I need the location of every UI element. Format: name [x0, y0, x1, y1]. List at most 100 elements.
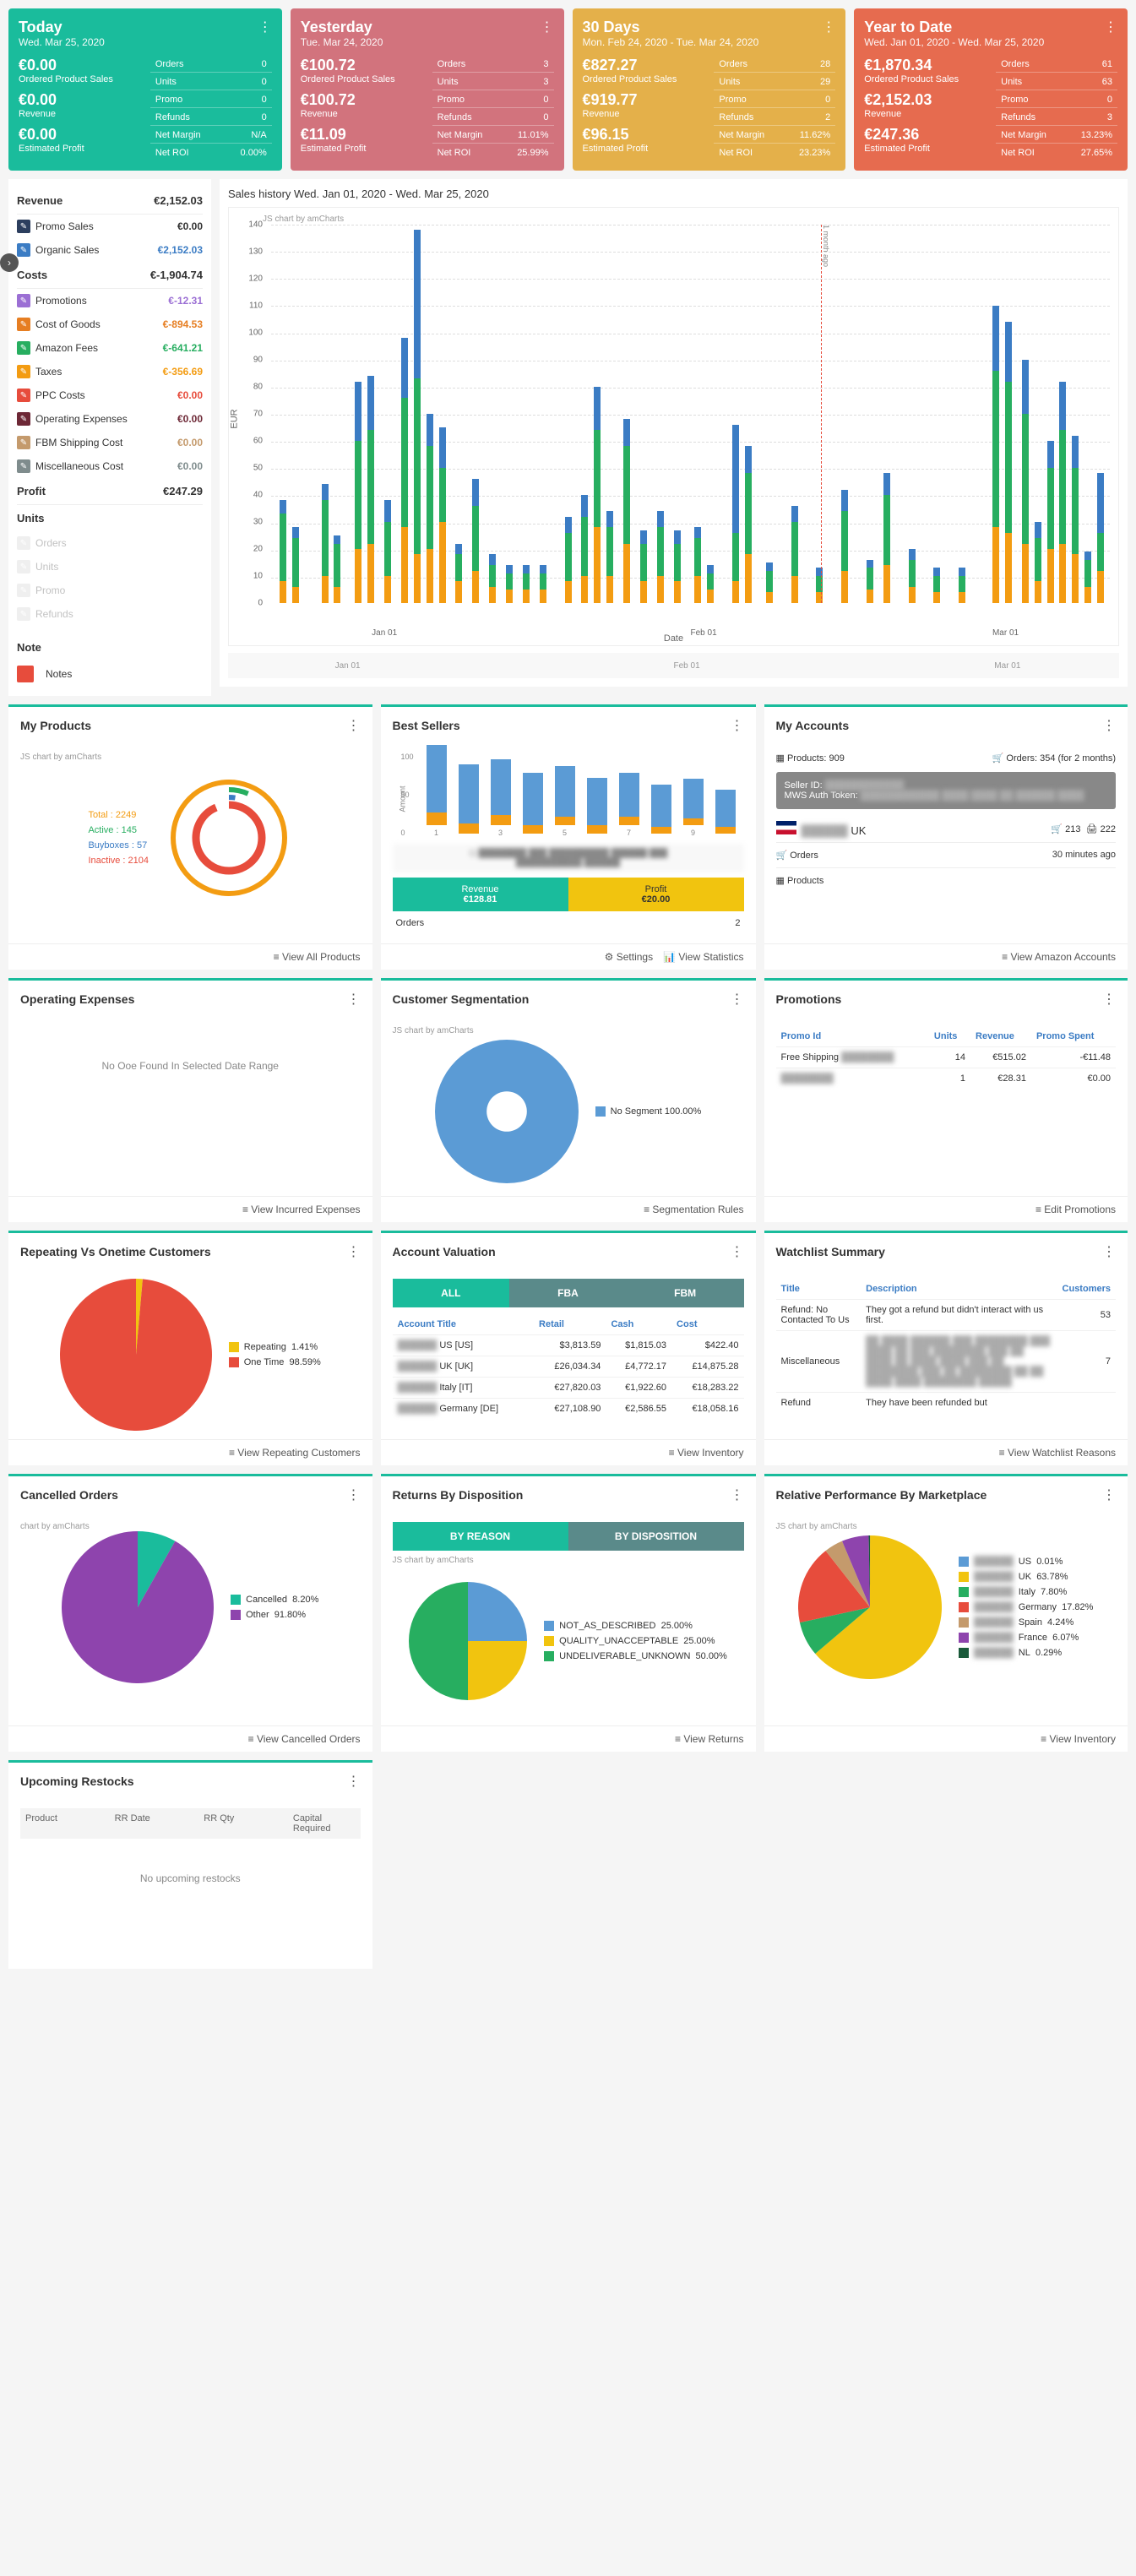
- table-row[interactable]: Free Shipping ████████14€515.02-€11.48: [776, 1047, 1117, 1068]
- promotions-table: Promo IdUnitsRevenuePromo Spent Free Shi…: [776, 1026, 1117, 1089]
- footer-link[interactable]: ≡ Segmentation Rules: [644, 1204, 743, 1215]
- legend-item: Total : 2249: [88, 810, 149, 820]
- widget: Operating Expenses⋮ No Ooe Found In Sele…: [8, 978, 372, 1222]
- units-line[interactable]: ✎Units: [17, 555, 203, 579]
- card-menu-icon[interactable]: ⋮: [822, 19, 835, 35]
- cost-line[interactable]: ✎Miscellaneous Cost€0.00: [17, 454, 203, 478]
- sidebar-toggle[interactable]: ›: [0, 253, 19, 272]
- widget-menu-icon[interactable]: ⋮: [347, 1486, 361, 1503]
- returns-tabs: BY REASONBY DISPOSITION: [393, 1522, 744, 1551]
- tab[interactable]: FBM: [627, 1279, 744, 1307]
- widget-menu-icon[interactable]: ⋮: [347, 1243, 361, 1260]
- bar-chart-area: [271, 225, 1110, 603]
- cost-line[interactable]: ✎FBM Shipping Cost€0.00: [17, 431, 203, 454]
- footer-link[interactable]: 📊 View Statistics: [663, 951, 743, 963]
- cost-line[interactable]: ✎Taxes€-356.69: [17, 360, 203, 383]
- footer-link[interactable]: ≡ View Cancelled Orders: [248, 1733, 361, 1745]
- footer-link[interactable]: ≡ View Repeating Customers: [229, 1447, 361, 1459]
- cost-line[interactable]: ✎Cost of Goods€-894.53: [17, 312, 203, 336]
- table-row[interactable]: ██████ US [US]$3,813.59$1,815.03$422.40: [393, 1335, 744, 1356]
- summary-value: €11.09: [301, 126, 422, 144]
- widget-menu-icon[interactable]: ⋮: [731, 1243, 744, 1260]
- widget-menu-icon[interactable]: ⋮: [347, 717, 361, 734]
- summary-label: Revenue: [19, 109, 140, 119]
- cost-line[interactable]: ✎Promotions€-12.31: [17, 289, 203, 312]
- widget-menu-icon[interactable]: ⋮: [347, 991, 361, 1008]
- card-menu-icon[interactable]: ⋮: [1104, 19, 1117, 35]
- widget-menu-icon[interactable]: ⋮: [347, 1773, 361, 1790]
- units-line[interactable]: ✎Orders: [17, 531, 203, 555]
- widget: Promotions⋮ Promo IdUnitsRevenuePromo Sp…: [764, 978, 1128, 1222]
- widget-title: Relative Performance By Marketplace: [776, 1488, 987, 1502]
- widget-title: My Products: [20, 719, 91, 732]
- table-row[interactable]: ████████1€28.31€0.00: [776, 1068, 1117, 1090]
- table-row[interactable]: Miscellaneous██ ████ ██████ ███ ████████…: [776, 1331, 1117, 1393]
- table-row[interactable]: ██████ UK [UK]£26,034.34£4,772.17£14,875…: [393, 1356, 744, 1378]
- empty-message: No Ooe Found In Selected Date Range: [20, 1026, 361, 1106]
- summary-stat-row: Refunds0: [432, 110, 554, 126]
- tab[interactable]: BY DISPOSITION: [568, 1522, 744, 1551]
- widget-menu-icon[interactable]: ⋮: [731, 991, 744, 1008]
- table-row[interactable]: ██████ Italy [IT]€27,820.03€1,922.60€18,…: [393, 1378, 744, 1399]
- card-menu-icon[interactable]: ⋮: [258, 19, 272, 35]
- units-line[interactable]: ✎Refunds: [17, 602, 203, 626]
- table-row[interactable]: Refund: No Contacted To UsThey got a ref…: [776, 1300, 1117, 1331]
- summary-value: €827.27: [583, 57, 704, 74]
- widget-menu-icon[interactable]: ⋮: [731, 717, 744, 734]
- footer-link[interactable]: ≡ View Inventory: [669, 1447, 744, 1459]
- revenue-line[interactable]: ✎Promo Sales€0.00: [17, 215, 203, 238]
- summary-stat-row: Orders61: [996, 57, 1117, 73]
- widget-menu-icon[interactable]: ⋮: [1102, 1243, 1116, 1260]
- footer-link[interactable]: ≡ View Amazon Accounts: [1002, 951, 1116, 963]
- summary-value: €2,152.03: [864, 91, 986, 109]
- valuation-tabs: ALLFBAFBM: [393, 1279, 744, 1307]
- cost-line[interactable]: ✎PPC Costs€0.00: [17, 383, 203, 407]
- summary-value: €0.00: [19, 126, 140, 144]
- notes-line[interactable]: Notes: [17, 660, 203, 687]
- widget-footer: ≡ View Inventory: [764, 1725, 1128, 1752]
- summary-label: Revenue: [583, 109, 704, 119]
- footer-link[interactable]: ≡ View Watchlist Reasons: [999, 1447, 1116, 1459]
- summary-stat-row: Net ROI27.65%: [996, 145, 1117, 160]
- empty-message: No upcoming restocks: [20, 1839, 361, 1918]
- summary-stat-row: Refunds0: [150, 110, 272, 126]
- summary-stat-row: Units0: [150, 74, 272, 90]
- revenue-header: Revenue€2,152.03: [17, 187, 203, 215]
- widget-title: My Accounts: [776, 719, 850, 732]
- table-row[interactable]: RefundThey have been refunded but: [776, 1393, 1117, 1414]
- summary-value: €0.00: [19, 91, 140, 109]
- widget-menu-icon[interactable]: ⋮: [1102, 717, 1116, 734]
- chart-timeline[interactable]: Jan 01 Feb 01 Mar 01: [228, 653, 1119, 678]
- watchlist-table: TitleDescriptionCustomers Refund: No Con…: [776, 1279, 1117, 1413]
- sales-history-card: Sales history Wed. Jan 01, 2020 - Wed. M…: [220, 179, 1128, 687]
- period-date: Wed. Mar 25, 2020: [19, 36, 272, 48]
- tab[interactable]: ALL: [393, 1279, 510, 1307]
- tab[interactable]: FBA: [509, 1279, 627, 1307]
- widget-title: Cancelled Orders: [20, 1488, 118, 1502]
- revenue-line[interactable]: ✎Organic Sales€2,152.03: [17, 238, 203, 262]
- cost-line[interactable]: ✎Amazon Fees€-641.21: [17, 336, 203, 360]
- widget: Returns By Disposition⋮ BY REASONBY DISP…: [381, 1474, 756, 1752]
- summary-value: €0.00: [19, 57, 140, 74]
- line-icon: ✎: [17, 389, 30, 402]
- summary-label: Estimated Profit: [583, 144, 704, 154]
- table-row[interactable]: ██████ Germany [DE]€27,108.90€2,586.55€1…: [393, 1399, 744, 1420]
- widget-menu-icon[interactable]: ⋮: [1102, 991, 1116, 1008]
- footer-link[interactable]: ≡ Edit Promotions: [1035, 1204, 1116, 1215]
- widget-menu-icon[interactable]: ⋮: [1102, 1486, 1116, 1503]
- widget-footer: ≡ View Inventory: [381, 1439, 756, 1465]
- footer-link[interactable]: ⚙ Settings: [605, 951, 653, 963]
- widget-footer: ⚙ Settings 📊 View Statistics: [381, 943, 756, 970]
- product-name: 1) ████████ ███ ██████████ ██████ ██████…: [393, 844, 744, 872]
- cost-line[interactable]: ✎Operating Expenses€0.00: [17, 407, 203, 431]
- units-line[interactable]: ✎Promo: [17, 579, 203, 602]
- widget-menu-icon[interactable]: ⋮: [731, 1486, 744, 1503]
- footer-link[interactable]: ≡ View Inventory: [1041, 1733, 1116, 1745]
- card-menu-icon[interactable]: ⋮: [541, 19, 554, 35]
- widget-footer: ≡ View Incurred Expenses: [8, 1196, 372, 1222]
- footer-link[interactable]: ≡ View Incurred Expenses: [242, 1204, 361, 1215]
- tab[interactable]: BY REASON: [393, 1522, 568, 1551]
- footer-link[interactable]: ≡ View Returns: [675, 1733, 743, 1745]
- footer-link[interactable]: ≡ View All Products: [274, 951, 361, 963]
- summary-label: Estimated Profit: [19, 144, 140, 154]
